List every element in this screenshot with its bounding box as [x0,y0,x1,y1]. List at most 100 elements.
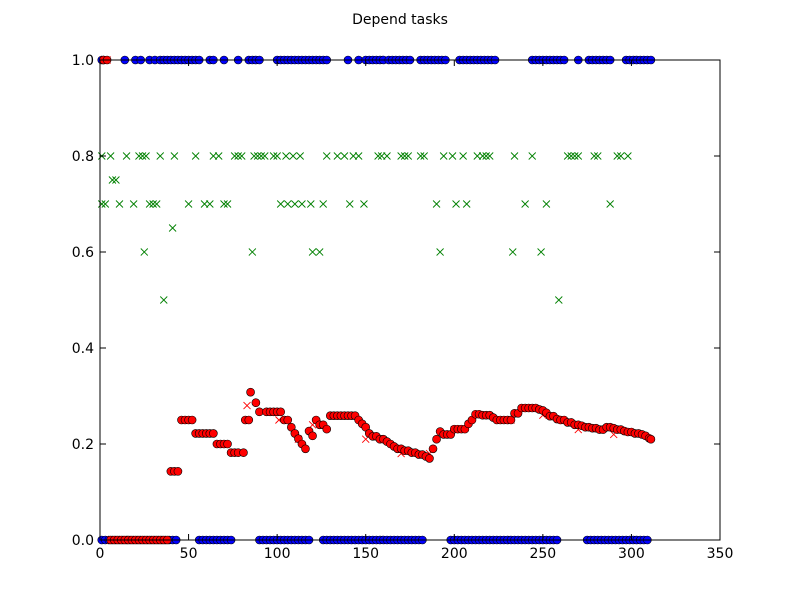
data-point [276,200,285,208]
chart-title: Depend tasks [352,12,448,28]
data-point [291,200,299,208]
data-point [322,152,331,160]
data-point [269,152,278,160]
data-point [140,248,149,256]
data-point [448,152,457,160]
data-point [138,152,147,160]
data-point [244,415,254,425]
data-point [478,152,487,160]
data-point [122,152,131,160]
data-point [191,152,200,160]
x-tick-label: 50 [180,546,198,562]
data-point [563,152,572,160]
data-point [374,152,382,160]
data-point [209,152,218,160]
data-point [400,152,409,160]
data-point [223,439,232,449]
data-point [345,200,354,208]
data-point [276,407,285,417]
y-tick-label: 0.8 [72,149,94,165]
data-point [646,434,656,444]
y-tick-label: 0.4 [72,341,94,357]
data-point [283,200,292,208]
data-point [106,152,115,160]
data-point [173,467,183,476]
data-point [528,152,537,160]
data-point [145,200,154,208]
data-point [282,152,290,160]
data-point [206,200,214,208]
x-tick-label: 100 [264,546,291,562]
data-point [606,200,614,208]
data-point [315,248,324,256]
data-point [112,176,120,184]
series-1 [97,152,632,304]
data-point [537,248,545,256]
data-point [574,152,583,160]
data-point [237,152,246,160]
data-point [301,444,310,454]
data-point [428,444,438,454]
data-point [187,415,197,425]
data-point [404,152,413,160]
data-point [436,248,444,256]
data-point [570,152,579,160]
data-point [246,387,255,397]
x-tick-label: 0 [96,546,105,562]
data-point [149,200,157,208]
data-point [624,152,632,160]
data-point [521,200,529,208]
data-point [257,152,266,160]
data-point [542,200,551,208]
data-point [184,200,193,208]
data-point [209,429,218,438]
data-point [322,424,332,434]
data-point [101,200,110,208]
data-point [319,200,328,208]
data-point [253,152,262,160]
plot-area-frame [99,59,721,541]
data-point [506,415,516,425]
data-point [340,152,349,160]
data-point [308,248,317,256]
data-point [354,152,363,160]
data-point [462,200,471,208]
data-point [223,200,232,208]
data-point [239,448,248,457]
data-point [590,152,599,160]
data-point [156,152,165,160]
y-tick-label: 0.6 [72,245,94,261]
data-point [115,200,124,208]
data-point [439,152,448,160]
y-tick-label: 1.0 [72,53,94,69]
x-tick-label: 350 [707,546,734,562]
data-point [129,200,138,208]
data-point [360,200,368,208]
data-point [230,152,239,160]
data-point [554,296,563,304]
data-point [349,152,358,160]
data-point [508,248,517,256]
data-point [416,152,425,160]
data-point [306,200,315,208]
data-point [333,152,342,160]
data-point [616,152,625,160]
data-point [289,152,297,160]
data-point [452,200,460,208]
data-point [200,200,209,208]
data-point [248,248,257,256]
axis-layer: 0 50 100 150 200 250 300 350 0.0 0.2 0.4 0.6 0.8 1.0 [72,53,734,562]
x-tick-label: 150 [352,546,379,562]
y-tick-label: 0.2 [72,437,94,453]
data-point [243,401,251,410]
data-point [397,152,405,160]
data-point [251,398,261,408]
data-point [283,415,293,425]
data-point [260,152,269,160]
data-point [593,152,602,160]
data-point [234,152,242,160]
data-point [567,152,576,160]
data-point [482,152,490,160]
data-point [425,454,434,463]
